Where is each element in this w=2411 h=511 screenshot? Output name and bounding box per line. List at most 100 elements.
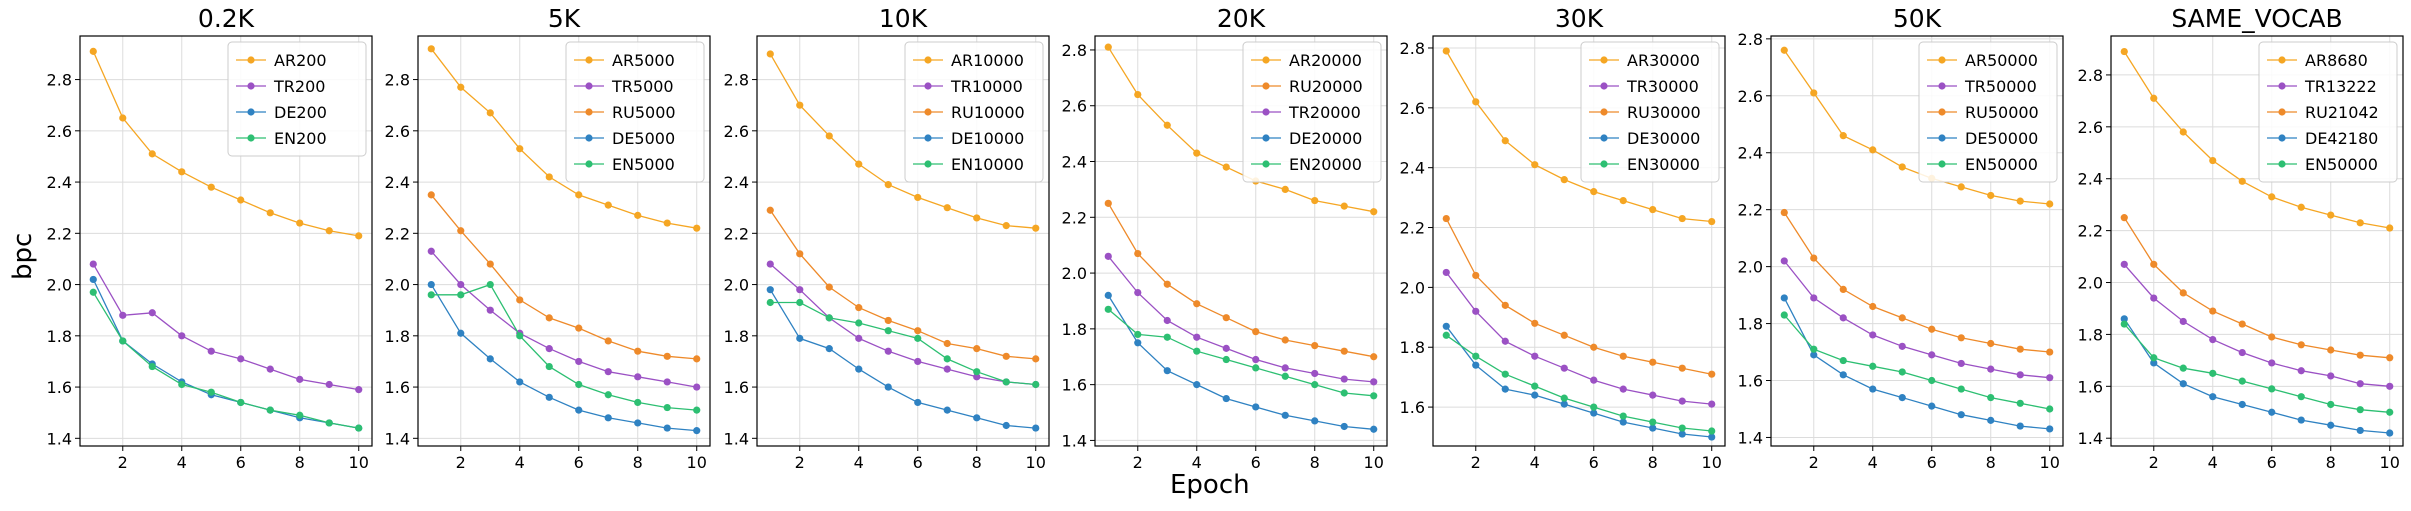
data-point — [884, 347, 892, 355]
data-point — [2268, 359, 2276, 367]
legend-swatch-marker — [585, 82, 593, 90]
data-point — [663, 352, 671, 360]
data-point — [884, 181, 892, 189]
y-tick-label: 2.4 — [47, 173, 72, 192]
data-point — [1649, 205, 1657, 214]
data-point — [1780, 46, 1788, 54]
y-tick-label: 1.8 — [1738, 315, 1763, 334]
data-point — [1869, 362, 1877, 370]
data-point — [2016, 345, 2024, 353]
data-point — [634, 211, 642, 219]
legend: AR200 TR200 DE200 EN200 — [227, 41, 367, 157]
data-point — [1370, 353, 1378, 361]
data-point — [1590, 376, 1598, 384]
data-point — [575, 380, 583, 389]
legend: AR20000 RU20000 TR20000 DE20000 EN20000 — [1242, 41, 1382, 183]
y-tick-label: 2.0 — [724, 276, 749, 295]
data-point — [1222, 314, 1230, 322]
legend-entry-label: AR50000 — [1965, 51, 2038, 70]
data-point — [1340, 389, 1348, 397]
legend-entry-label: DE200 — [274, 103, 327, 122]
data-point — [575, 406, 583, 414]
x-tick-label: 10 — [2040, 453, 2060, 472]
legend-swatch-marker — [2278, 134, 2286, 142]
data-point — [89, 260, 97, 268]
y-tick-label: 2.8 — [1400, 39, 1425, 58]
data-point — [1780, 294, 1788, 302]
series-line — [1445, 325, 1712, 438]
legend-swatch-marker — [1262, 160, 1270, 168]
data-point — [1780, 208, 1788, 217]
legend-swatch-marker — [924, 56, 932, 64]
y-tick-label: 2.4 — [1400, 159, 1425, 178]
legend-swatch-marker — [1600, 108, 1608, 116]
data-point — [1898, 393, 1906, 402]
series-line — [430, 250, 697, 388]
data-point — [486, 260, 494, 268]
x-tick-label: 4 — [515, 453, 525, 472]
legend-swatch-marker — [1262, 82, 1270, 90]
data-point — [148, 150, 156, 158]
data-point — [1104, 252, 1112, 260]
data-point — [1708, 217, 1716, 226]
plot-frame — [756, 35, 1050, 447]
data-point — [1898, 314, 1906, 322]
legend-swatch-marker — [1600, 82, 1608, 90]
data-point — [486, 109, 494, 117]
y-tick-label: 2.2 — [724, 224, 749, 243]
series-line — [1445, 334, 1712, 432]
y-tick-label: 2.8 — [2078, 66, 2103, 85]
data-point — [884, 327, 892, 335]
data-point — [604, 414, 612, 422]
y-tick-label: 2.8 — [724, 71, 749, 90]
data-point — [1839, 285, 1847, 294]
data-point — [1987, 416, 1995, 424]
y-tick-label: 1.6 — [1062, 376, 1087, 395]
data-point — [1311, 196, 1319, 205]
data-point — [325, 227, 333, 235]
data-point — [516, 332, 524, 340]
data-point — [1590, 409, 1598, 417]
data-point — [2297, 341, 2305, 349]
y-tick-label: 1.4 — [2078, 429, 2103, 448]
x-tick-label: 2 — [1471, 453, 1481, 472]
legend-entry-label: EN30000 — [1627, 155, 1700, 174]
data-point — [1104, 43, 1112, 51]
y-tick-label: 2.0 — [47, 276, 72, 295]
y-tick-label: 1.8 — [2078, 325, 2103, 344]
data-point — [2179, 380, 2187, 388]
legend-swatch-marker — [2278, 56, 2286, 64]
data-point — [1442, 331, 1450, 339]
x-tick-label: 6 — [1927, 453, 1937, 472]
x-tick-label: 2 — [1133, 453, 1143, 472]
x-tick-label: 10 — [687, 453, 707, 472]
data-point — [2046, 425, 2054, 433]
data-point — [2238, 348, 2246, 357]
legend-entry-label: TR13222 — [2304, 77, 2377, 96]
data-point — [1193, 333, 1201, 341]
legend-entry-label: TR50000 — [1964, 77, 2037, 96]
data-point — [855, 304, 863, 312]
data-point — [1678, 430, 1686, 438]
legend-swatch-marker — [1262, 108, 1270, 116]
data-point — [575, 191, 583, 199]
legend-entry-label: TR20000 — [1288, 103, 1361, 122]
y-tick-label: 2.2 — [1400, 219, 1425, 238]
data-point — [1839, 132, 1847, 140]
y-tick-label: 1.6 — [1400, 398, 1425, 417]
legend-entry-label: TR5000 — [611, 77, 674, 96]
chart-panel: 2 4 6 8 10 1.4 1.6 1.8 2.0 2.2 2.4 2.6 2.8 SAME_VOCAB… — [2078, 4, 2404, 472]
x-tick-label: 4 — [1868, 453, 1878, 472]
y-tick-label: 2.0 — [385, 276, 410, 295]
legend-entry-label: DE30000 — [1627, 129, 1700, 148]
data-point — [1898, 342, 1906, 350]
y-tick-label: 2.4 — [1062, 153, 1087, 172]
y-tick-label: 2.8 — [385, 71, 410, 90]
legend-swatch-marker — [1262, 56, 1270, 64]
data-point — [457, 83, 465, 91]
data-point — [1472, 98, 1480, 106]
legend-entry-label: AR5000 — [612, 51, 675, 70]
data-point — [266, 209, 274, 217]
y-tick-label: 2.2 — [1062, 208, 1087, 227]
data-point — [296, 375, 304, 383]
